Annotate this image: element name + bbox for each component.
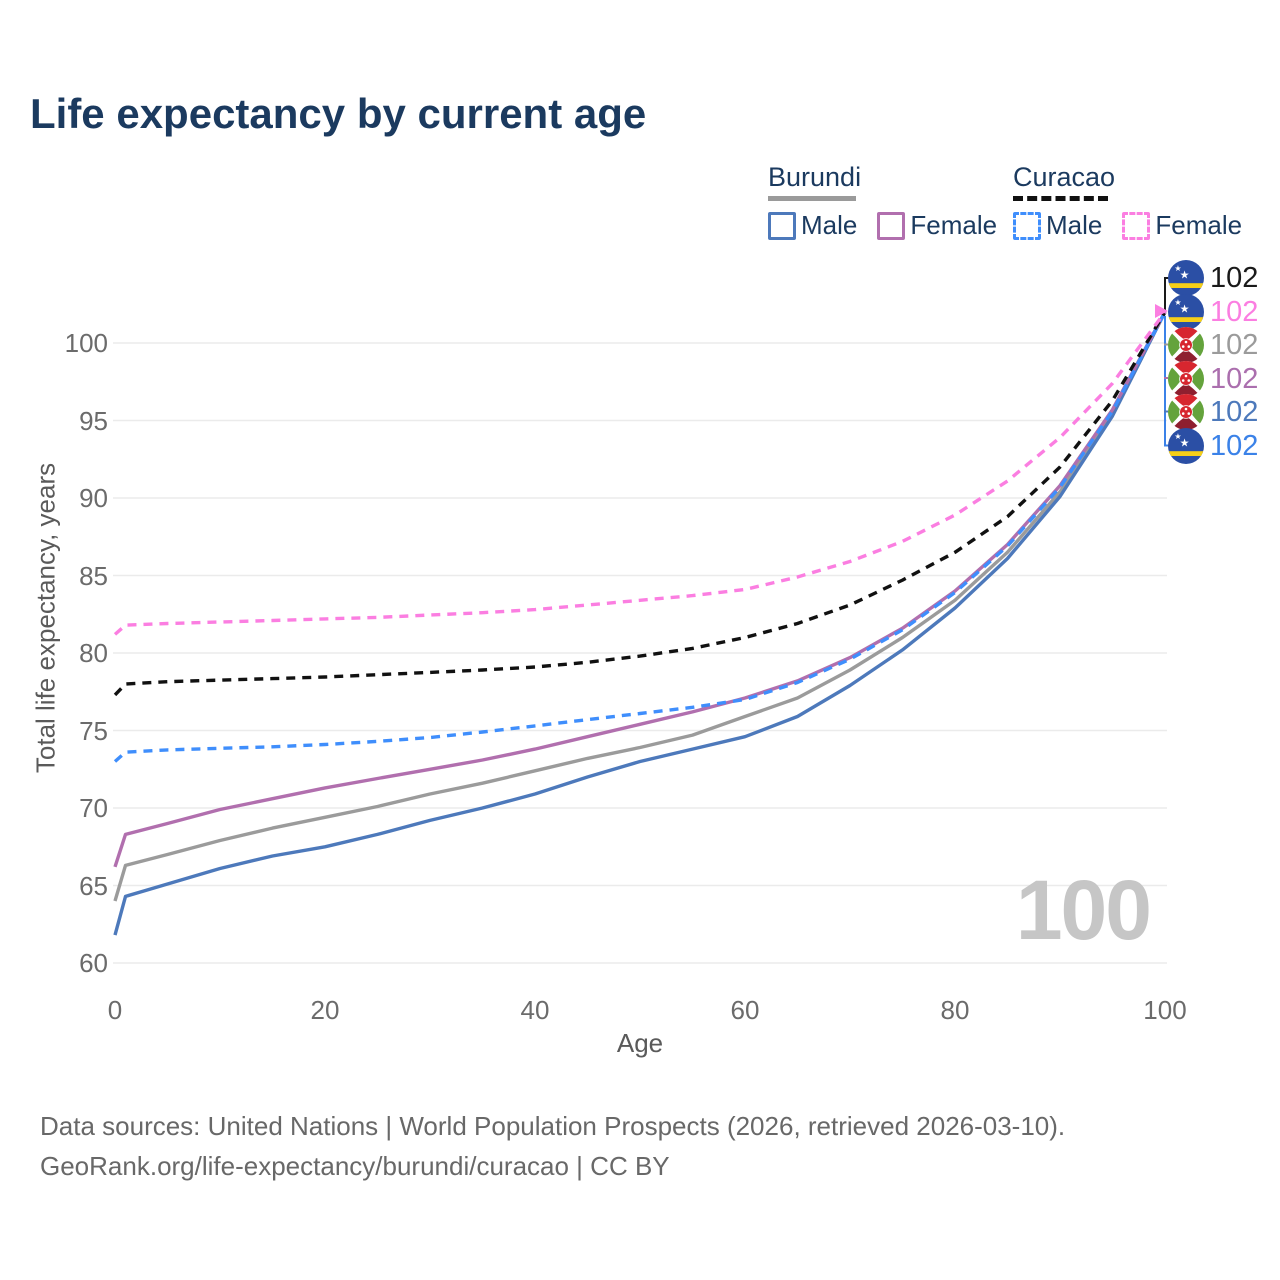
y-tick-85: 85: [79, 560, 108, 591]
series-line-curacao-both-sexes: [113, 311, 1167, 697]
y-tick-75: 75: [79, 715, 108, 746]
series-line-curacao-male: [113, 311, 1167, 763]
burundi-flag-icon: [1168, 360, 1204, 397]
legend-underline-solid: [768, 196, 856, 201]
y-tick-90: 90: [79, 483, 108, 513]
legend-item-burundi-female[interactable]: Female: [877, 210, 997, 241]
end-label-curacao-male: ★ ★ 102: [1168, 427, 1259, 464]
x-tick-100: 100: [1143, 995, 1187, 1025]
end-label-curacao-female: ★ ★ 102: [1168, 293, 1259, 330]
end-label-burundi-female: 102: [1168, 360, 1259, 397]
x-axis-title: Age: [616, 1028, 664, 1058]
legend-item-label: Female: [910, 210, 998, 240]
y-tick-70: 70: [79, 793, 108, 823]
svg-text:★: ★: [1174, 432, 1181, 441]
curacao-flag-icon: ★ ★: [1168, 260, 1204, 296]
legend-items: Male Female: [1013, 210, 1242, 241]
x-tick-20: 20: [310, 995, 340, 1025]
legend-item-curacao-male[interactable]: Male: [1013, 210, 1102, 241]
curacao-flag-icon: ★ ★: [1168, 427, 1204, 464]
y-tick-65: 65: [79, 870, 108, 901]
end-label-value: 102: [1210, 262, 1259, 294]
end-label-curacao-both: ★ ★ 102: [1168, 260, 1258, 296]
legend-group-curacao: Curacao Male Female: [1013, 162, 1242, 241]
svg-text:★: ★: [1174, 264, 1181, 273]
legend-items: Male Female: [768, 210, 997, 241]
svg-text:★: ★: [1174, 298, 1181, 307]
y-tick-100: 100: [64, 328, 108, 358]
connector-arrow-curacao-female: [1155, 304, 1168, 318]
y-axis-title: Total life expectancy, years: [30, 462, 61, 774]
legend-underline-dashed: [1013, 196, 1108, 201]
data-sources-line: Data sources: United Nations | World Pop…: [40, 1111, 1066, 1141]
legend-item-curacao-female[interactable]: Female: [1122, 210, 1242, 241]
svg-text:★: ★: [1180, 437, 1190, 449]
y-tick-95: 95: [79, 405, 108, 436]
end-label-value: 102: [1210, 396, 1259, 428]
footer: Data sources: United Nations | World Pop…: [40, 1106, 1065, 1186]
curacao-flag-icon: ★ ★: [1168, 293, 1204, 330]
end-label-burundi-male: 102: [1168, 394, 1258, 430]
legend-group-title: Curacao: [1013, 162, 1116, 192]
end-label-burundi-both: 102: [1168, 327, 1258, 363]
legend-item-label: Male: [1046, 210, 1103, 240]
y-tick-80: 80: [79, 638, 108, 668]
end-label-value: 102: [1210, 429, 1259, 462]
end-label-value: 102: [1210, 362, 1259, 395]
legend-group-burundi: Burundi Male Female: [768, 162, 997, 241]
x-tick-40: 40: [520, 995, 550, 1025]
solid-line-swatch-icon: [768, 211, 796, 240]
series-line-burundi-both-sexes: [113, 311, 1167, 902]
y-tick-60: 60: [79, 948, 108, 978]
end-label-value: 102: [1210, 295, 1259, 328]
x-tick-80: 80: [940, 995, 970, 1025]
age-frame-watermark: 100: [1015, 863, 1152, 957]
burundi-flag-icon: [1168, 327, 1204, 363]
legend-item-burundi-male[interactable]: Male: [768, 210, 857, 241]
series-line-curacao-female: [113, 310, 1167, 636]
series-line-burundi-female: [113, 311, 1167, 868]
burundi-flag-icon: [1168, 394, 1204, 430]
series-line-burundi-male: [113, 311, 1167, 936]
legend-item-label: Male: [801, 210, 858, 240]
x-tick-60: 60: [730, 995, 760, 1025]
legend-item-label: Female: [1155, 210, 1243, 240]
legend-group-title: Burundi: [768, 162, 862, 192]
end-label-value: 102: [1210, 329, 1259, 361]
attribution-line: GeoRank.org/life-expectancy/burundi/cura…: [40, 1151, 670, 1181]
page-title: Life expectancy by current age: [30, 90, 647, 137]
dashed-line-swatch-icon: [1122, 211, 1151, 240]
x-tick-0: 0: [107, 995, 123, 1025]
svg-text:★: ★: [1180, 303, 1190, 315]
svg-text:★: ★: [1180, 270, 1190, 282]
solid-line-swatch-icon: [877, 211, 906, 240]
dashed-line-swatch-icon: [1013, 211, 1041, 240]
